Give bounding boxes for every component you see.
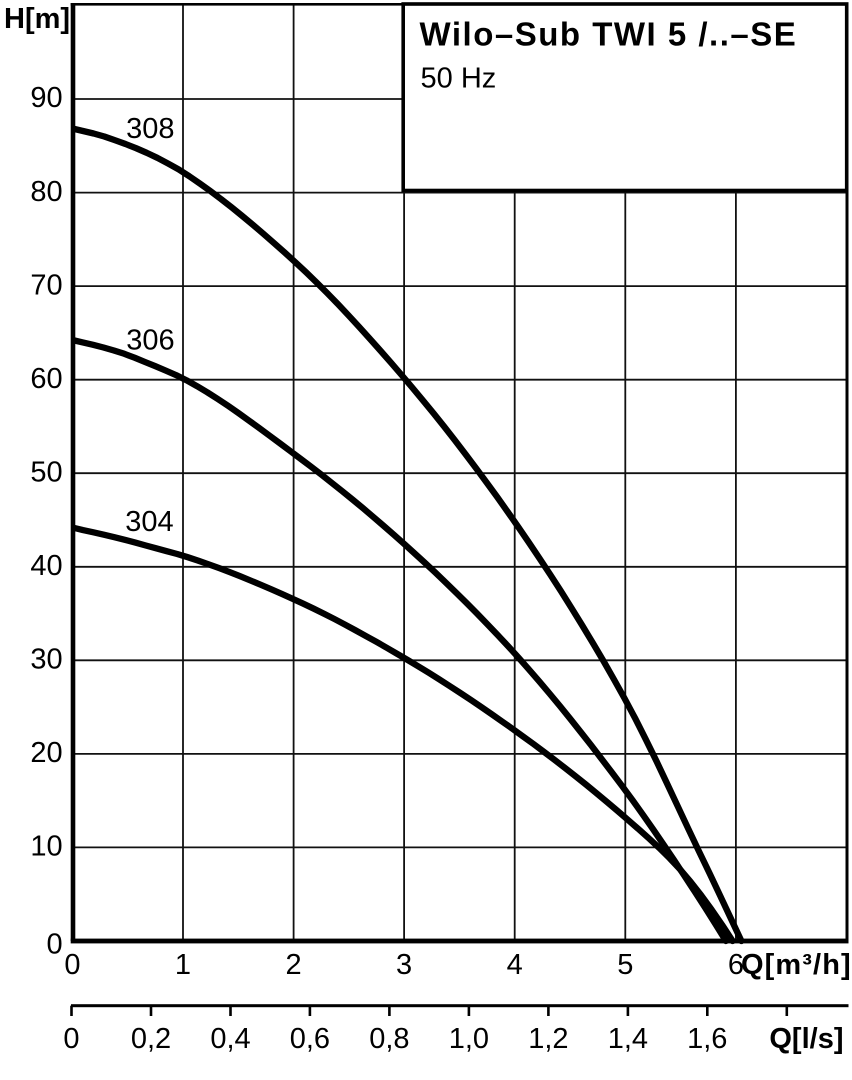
svg-text:40: 40 xyxy=(30,550,62,582)
svg-text:50 Hz: 50 Hz xyxy=(421,63,497,95)
svg-text:70: 70 xyxy=(30,269,62,301)
svg-text:304: 304 xyxy=(125,506,173,538)
svg-text:5: 5 xyxy=(617,949,633,981)
svg-text:Q[l/s]: Q[l/s] xyxy=(769,1023,843,1055)
svg-text:80: 80 xyxy=(30,176,62,208)
svg-text:0: 0 xyxy=(47,928,63,960)
svg-text:1,2: 1,2 xyxy=(528,1023,568,1055)
svg-text:308: 308 xyxy=(126,113,174,145)
svg-text:1,0: 1,0 xyxy=(449,1023,489,1055)
svg-text:50: 50 xyxy=(30,456,62,488)
svg-text:0,4: 0,4 xyxy=(210,1023,250,1055)
svg-text:0,2: 0,2 xyxy=(131,1023,171,1055)
svg-text:0: 0 xyxy=(63,1023,79,1055)
svg-text:306: 306 xyxy=(126,325,174,357)
svg-text:2: 2 xyxy=(286,949,302,981)
svg-text:Wilo–Sub TWI 5 /..–SE: Wilo–Sub TWI 5 /..–SE xyxy=(420,16,798,53)
svg-text:1,6: 1,6 xyxy=(687,1023,727,1055)
svg-text:H[m]: H[m] xyxy=(4,3,70,35)
svg-text:3: 3 xyxy=(396,949,412,981)
svg-text:4: 4 xyxy=(507,949,523,981)
svg-text:0,6: 0,6 xyxy=(290,1023,330,1055)
svg-text:30: 30 xyxy=(30,644,62,676)
svg-text:10: 10 xyxy=(30,831,62,863)
svg-text:1,4: 1,4 xyxy=(608,1023,648,1055)
svg-text:1: 1 xyxy=(175,949,191,981)
svg-text:90: 90 xyxy=(30,82,62,114)
svg-text:Q[m³/h]: Q[m³/h] xyxy=(741,949,852,981)
svg-text:20: 20 xyxy=(30,737,62,769)
svg-text:0,8: 0,8 xyxy=(369,1023,409,1055)
svg-text:60: 60 xyxy=(30,363,62,395)
svg-text:6: 6 xyxy=(728,949,744,981)
svg-text:0: 0 xyxy=(64,949,80,981)
